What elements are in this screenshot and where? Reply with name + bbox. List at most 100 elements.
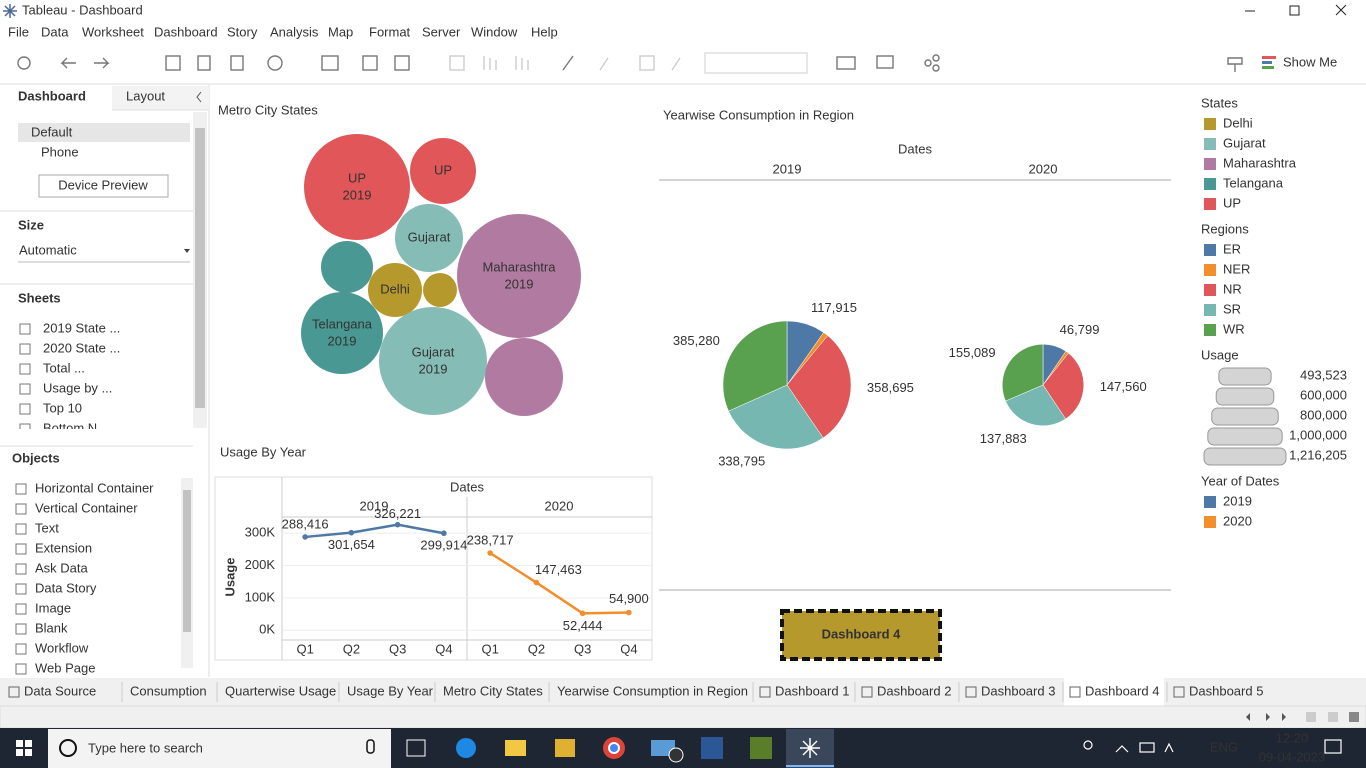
active-tab[interactable] bbox=[0, 86, 112, 110]
menu-item[interactable]: Map bbox=[328, 24, 353, 39]
clock-time[interactable]: 12:20 bbox=[1276, 730, 1309, 745]
menu-item[interactable]: Format bbox=[369, 24, 411, 39]
size-legend-mark bbox=[1215, 387, 1275, 406]
object-item[interactable]: Horizontal Container bbox=[35, 480, 154, 495]
sheet-tab[interactable]: Dashboard 4 bbox=[1085, 683, 1159, 698]
point bbox=[579, 610, 586, 617]
menu-item[interactable]: Analysis bbox=[270, 24, 319, 39]
object-item[interactable]: Workflow bbox=[35, 640, 89, 655]
sheet-tab[interactable]: Data Source bbox=[24, 683, 96, 698]
legend-label[interactable]: ER bbox=[1223, 241, 1241, 256]
show-me[interactable]: Show Me bbox=[1283, 54, 1337, 69]
sheet-tab[interactable]: Usage By Year bbox=[347, 683, 434, 698]
object-item[interactable]: Vertical Container bbox=[35, 500, 138, 515]
menu-item[interactable]: Help bbox=[531, 24, 558, 39]
legend-label[interactable]: SR bbox=[1223, 301, 1241, 316]
sheet-item[interactable]: 2020 State ... bbox=[43, 340, 120, 355]
tray-icons[interactable] bbox=[1083, 739, 1342, 754]
toolbar bbox=[0, 44, 1366, 84]
data-label: 238,717 bbox=[467, 532, 514, 547]
device-option[interactable]: Phone bbox=[41, 144, 79, 159]
data-label: 338,795 bbox=[718, 453, 765, 468]
inactive-tab[interactable] bbox=[112, 86, 209, 110]
sheet-tab[interactable]: Metro City States bbox=[443, 683, 543, 698]
device-preview-button[interactable] bbox=[38, 174, 169, 198]
mic-icon[interactable] bbox=[366, 739, 375, 754]
dropdown-arrow[interactable] bbox=[184, 249, 190, 253]
active-sheet-tab[interactable] bbox=[1064, 678, 1164, 706]
sheet-tab[interactable]: Dashboard 2 bbox=[877, 683, 951, 698]
legend-label[interactable]: NR bbox=[1223, 281, 1242, 296]
panel-tab[interactable]: Dashboard bbox=[18, 88, 86, 103]
device-option[interactable]: Default bbox=[31, 124, 73, 139]
object-item[interactable]: Blank bbox=[35, 620, 68, 635]
toolbar-icons[interactable] bbox=[17, 52, 1243, 74]
start-button[interactable] bbox=[16, 740, 32, 756]
sheet-item[interactable]: 2019 State ... bbox=[43, 320, 120, 335]
data-label: 326,221 bbox=[374, 506, 421, 521]
menu-item[interactable]: Server bbox=[422, 24, 461, 39]
section-title: Size bbox=[18, 217, 44, 232]
legend-label[interactable]: NER bbox=[1223, 261, 1250, 276]
legend-label[interactable]: WR bbox=[1223, 321, 1245, 336]
object-item[interactable]: Web Page bbox=[35, 660, 95, 675]
dashboard-button[interactable] bbox=[780, 609, 942, 661]
menu-item[interactable]: File bbox=[8, 24, 29, 39]
button-label[interactable]: Device Preview bbox=[58, 177, 148, 192]
sheet-item[interactable]: Top 10 bbox=[43, 400, 82, 415]
clock-date[interactable]: 09-04-2023 bbox=[1259, 749, 1326, 764]
legend-label[interactable]: 2019 bbox=[1223, 493, 1252, 508]
object-item[interactable]: Extension bbox=[35, 540, 92, 555]
x-tick-label: Q3 bbox=[389, 641, 406, 656]
object-icon bbox=[15, 523, 27, 535]
show-me-icon[interactable] bbox=[1262, 56, 1276, 69]
legend-label[interactable]: Maharashtra bbox=[1223, 155, 1297, 170]
menu-item[interactable]: Story bbox=[227, 24, 258, 39]
size-value[interactable]: Automatic bbox=[19, 242, 77, 257]
legend-label[interactable]: Delhi bbox=[1223, 115, 1253, 130]
selected-device[interactable] bbox=[18, 123, 190, 142]
object-item[interactable]: Data Story bbox=[35, 580, 97, 595]
search-icon bbox=[59, 739, 77, 757]
y-tick-label: 0K bbox=[259, 622, 275, 637]
window-controls[interactable] bbox=[1245, 4, 1347, 16]
sheet-item[interactable]: Total ... bbox=[43, 360, 85, 375]
legend-label[interactable]: UP bbox=[1223, 195, 1241, 210]
collapse-icon[interactable] bbox=[196, 91, 202, 103]
language[interactable]: ENG bbox=[1210, 739, 1238, 754]
menu-item[interactable]: Dashboard bbox=[154, 24, 218, 39]
legend-label[interactable]: 2020 bbox=[1223, 513, 1252, 528]
legend-swatch bbox=[1204, 516, 1216, 528]
sheet-tab[interactable]: Dashboard 1 bbox=[775, 683, 849, 698]
sheet-item[interactable]: Usage by ... bbox=[43, 380, 112, 395]
scroll-thumb[interactable] bbox=[183, 490, 191, 632]
sheet-tab[interactable]: Dashboard 3 bbox=[981, 683, 1055, 698]
legend-swatch bbox=[1204, 264, 1216, 276]
search-placeholder[interactable]: Type here to search bbox=[88, 740, 203, 755]
menu-item[interactable]: Data bbox=[41, 24, 69, 39]
sheet-tab[interactable]: Quarterwise Usage bbox=[225, 683, 336, 698]
sheet-tab[interactable]: Dashboard 5 bbox=[1189, 683, 1263, 698]
data-label: 301,654 bbox=[328, 537, 375, 552]
sheet-tab[interactable]: Consumption bbox=[130, 683, 207, 698]
object-item[interactable]: Image bbox=[35, 600, 71, 615]
sheet-tab[interactable]: Yearwise Consumption in Region bbox=[557, 683, 748, 698]
panel-tab[interactable]: Layout bbox=[126, 88, 165, 103]
search-box[interactable] bbox=[48, 729, 391, 768]
legend-label[interactable]: Telangana bbox=[1223, 175, 1284, 190]
object-item[interactable]: Text bbox=[35, 520, 59, 535]
object-item[interactable]: Ask Data bbox=[35, 560, 89, 575]
menu-item[interactable]: Window bbox=[471, 24, 518, 39]
status-icons[interactable] bbox=[1238, 712, 1359, 722]
bubble bbox=[300, 291, 384, 375]
taskbar-apps[interactable] bbox=[406, 729, 834, 768]
bubble bbox=[485, 338, 563, 416]
legend-label[interactable]: Gujarat bbox=[1223, 135, 1266, 150]
legend-swatch bbox=[1204, 118, 1216, 130]
pie-slice bbox=[1002, 343, 1044, 402]
legend-label: 1,000,000 bbox=[1289, 427, 1347, 442]
data-label: 385,280 bbox=[673, 333, 720, 348]
scroll-thumb[interactable] bbox=[195, 128, 205, 408]
menu-item[interactable]: Worksheet bbox=[82, 24, 144, 39]
dashboard-button-label[interactable]: Dashboard 4 bbox=[822, 626, 902, 641]
